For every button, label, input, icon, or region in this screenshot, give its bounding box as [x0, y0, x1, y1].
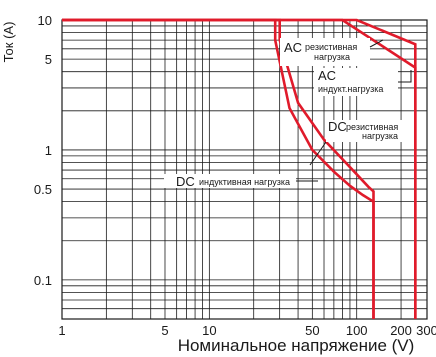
- y-axis-label: Ток (A): [1, 22, 16, 63]
- x-tick-label: 300: [416, 323, 436, 338]
- annotation-sub-label-2: нагрузка: [362, 131, 398, 141]
- annotation-background: [280, 38, 370, 66]
- annotation-leader-ac-resistive: [369, 39, 384, 48]
- annotation-sub-label: резистивная: [346, 122, 398, 132]
- annotation-4: DC индуктивная нагрузка: [164, 174, 318, 189]
- annotation-background: [326, 120, 412, 142]
- x-tick-label: 5: [161, 323, 168, 338]
- y-tick-label: 10: [38, 13, 52, 28]
- tick-labels: 1 5 10 50 100 200 300 10 5 1 0.5 0.1: [34, 13, 436, 338]
- x-tick-label: 100: [346, 323, 368, 338]
- annotation-main-label: AC: [318, 68, 336, 83]
- annotation-sub-label: индукт.нагрузка: [318, 84, 383, 94]
- annotation-sub-label: индуктивная нагрузка: [199, 177, 290, 187]
- annotations-layer: AC резистивнаянагрузкаACиндукт.нагрузкаDC…: [164, 38, 412, 189]
- annotation-background: [164, 174, 296, 188]
- annotation-leader-dc-resistive: [309, 141, 327, 166]
- annotation-leader-ac-inductive: [398, 70, 412, 83]
- x-axis-label: Номинальное напряжение (V): [178, 336, 415, 355]
- y-tick-label: 0.5: [34, 182, 52, 197]
- series-layer: [62, 18, 417, 319]
- y-tick-label: 1: [45, 143, 52, 158]
- series-line-4: [62, 18, 375, 319]
- annotation-main-label: DC: [328, 119, 347, 134]
- x-tick-label: 10: [202, 323, 216, 338]
- annotation-main-label: DC: [176, 174, 195, 189]
- annotation-sub-label-2: нагрузка: [314, 52, 350, 62]
- y-tick-label: 5: [45, 52, 52, 67]
- series-line-3: [62, 18, 375, 319]
- x-tick-label: 1: [58, 323, 65, 338]
- annotation-sub-label: резистивная: [305, 42, 357, 52]
- x-tick-label: 200: [390, 323, 412, 338]
- annotation-background: [314, 68, 398, 96]
- annotation-main-label: AC: [284, 40, 302, 55]
- x-tick-label: 50: [305, 323, 319, 338]
- y-tick-label: 0.1: [34, 273, 52, 288]
